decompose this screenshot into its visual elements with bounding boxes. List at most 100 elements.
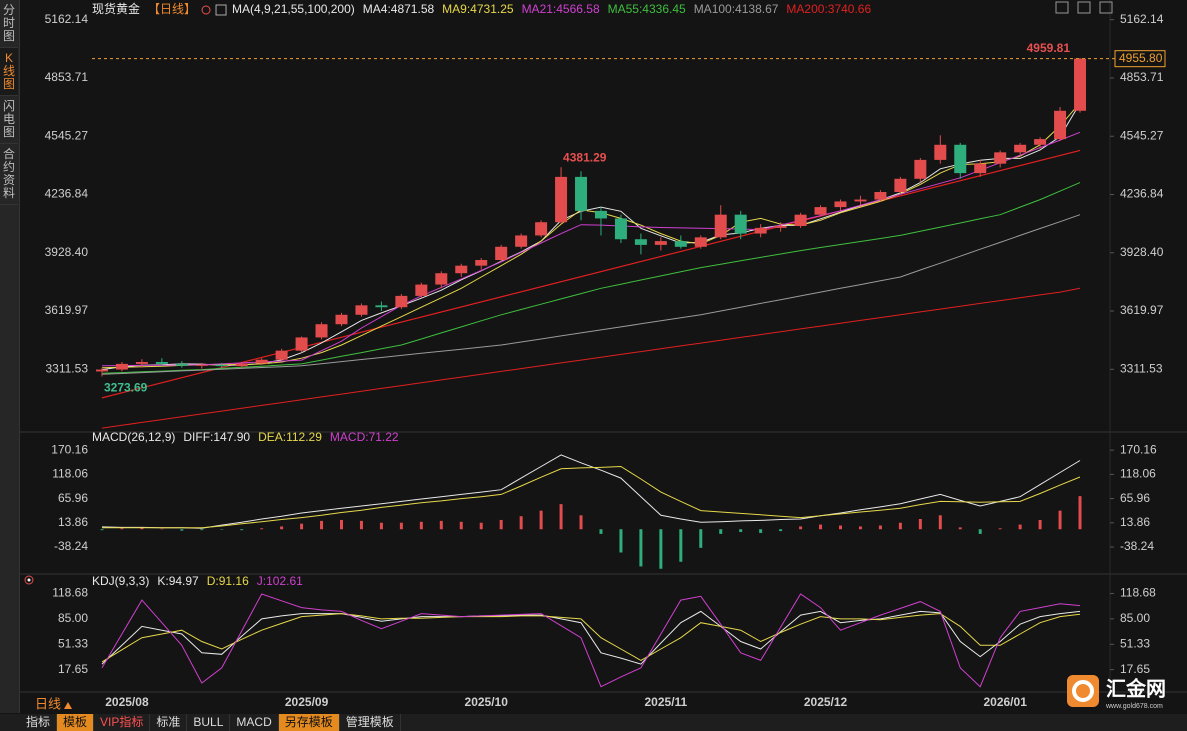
candle-body: [614, 218, 627, 240]
y-tick-label: 3619.97: [45, 303, 89, 317]
histogram-bar: [779, 529, 783, 532]
legend-entry: MA9:4731.25: [442, 2, 514, 16]
histogram-bar: [100, 529, 104, 531]
y-tick-label: 4236.84: [45, 187, 89, 201]
candle-body: [355, 305, 368, 315]
price-box: [1114, 50, 1166, 68]
y-tick-label: 3311.53: [1120, 361, 1163, 375]
y-tick-label: 4545.27: [1120, 128, 1164, 142]
indicator-line: [101, 613, 1081, 663]
candle-body: [1034, 139, 1047, 145]
legend-entry: DIFF:147.90: [183, 430, 250, 444]
histogram-bar: [799, 526, 803, 530]
url: www.gold678.com: [1105, 703, 1163, 710]
histogram-bar: [699, 529, 703, 548]
y-tick-label: 65.96: [1120, 491, 1150, 505]
candle-body: [754, 227, 767, 234]
sidebar-tab[interactable]: 闪电图: [0, 96, 18, 144]
candle-body: [654, 241, 667, 245]
period-arrow[interactable]: [64, 702, 72, 709]
candle-body: [555, 176, 568, 223]
legend-entry: DEA:112.29: [258, 430, 322, 444]
histogram-bar: [399, 522, 403, 530]
histogram-bar: [599, 529, 603, 534]
tab[interactable]: 模板: [57, 714, 95, 731]
y-tick-label: 5162.14: [1120, 12, 1164, 26]
histogram-bar: [200, 529, 204, 531]
histogram-bar: [739, 529, 743, 533]
histogram-bar: [300, 523, 304, 530]
histogram-bar: [639, 529, 643, 567]
indicator-line: [102, 465, 1081, 529]
indicator-line: [101, 593, 1081, 688]
histogram-bar: [340, 519, 343, 530]
histogram-bar: [539, 510, 543, 530]
candle-body: [594, 210, 607, 219]
candle-body: [435, 273, 448, 285]
candle-body: [934, 144, 947, 160]
annotation: 3273.69: [104, 381, 148, 395]
icon: [201, 5, 211, 15]
y-tick-label: 118.68: [52, 586, 88, 600]
candle-body: [1074, 58, 1087, 111]
icon[interactable]: [1077, 1, 1091, 14]
sidebar-tab[interactable]: 合约资料: [0, 144, 18, 205]
histogram-bar: [1058, 510, 1062, 530]
y-tick-label: 13.86: [1120, 515, 1150, 529]
histogram-bar: [1018, 524, 1022, 530]
histogram-bar: [180, 529, 184, 531]
indicator-line: [101, 454, 1081, 529]
candle-body: [854, 199, 867, 202]
histogram-bar: [1038, 519, 1042, 530]
candle-body: [954, 144, 967, 174]
histogram-bar: [439, 520, 443, 530]
histogram-bar: [659, 529, 663, 569]
period-label[interactable]: 日线: [35, 696, 61, 711]
histogram-bar: [958, 527, 962, 530]
legend-entry: MA200:3740.66: [786, 2, 871, 16]
tab[interactable]: 管理模板: [340, 714, 401, 731]
legend-entry: D:91.16: [207, 574, 249, 588]
tab[interactable]: MACD: [230, 714, 279, 731]
y-tick-label: -38.24: [1120, 539, 1154, 553]
histogram-bar: [918, 519, 922, 530]
histogram-bar: [679, 529, 683, 562]
sidebar-tab[interactable]: 分时图: [0, 0, 18, 48]
tab[interactable]: 另存模板: [278, 714, 340, 731]
ma-line: [101, 131, 1081, 367]
ma-line: [101, 102, 1081, 371]
ma-line: [101, 102, 1081, 369]
icon[interactable]: [1055, 1, 1069, 14]
tab[interactable]: VIP指标: [94, 714, 151, 731]
indicator-line: [101, 610, 1081, 665]
y-tick-label: 4853.71: [45, 70, 89, 84]
sidebar-tab[interactable]: K线图: [0, 48, 18, 96]
tab[interactable]: 指标: [20, 714, 58, 731]
histogram-bar: [499, 519, 503, 530]
candle-body: [95, 369, 108, 372]
chart-title: 现货黄金: [92, 1, 140, 16]
y-tick-label: -38.24: [54, 539, 88, 553]
histogram-bar: [619, 529, 623, 553]
x-tick-label: 2025/08: [105, 695, 149, 709]
candle-body: [794, 214, 807, 226]
logo: [1072, 680, 1094, 702]
ma-line: [101, 287, 1081, 429]
histogram-bar: [719, 529, 723, 534]
candle-body: [894, 178, 907, 192]
tab[interactable]: BULL: [187, 714, 231, 731]
y-tick-label: 118.06: [52, 467, 88, 481]
histogram-bar: [459, 521, 463, 530]
candle-body: [135, 362, 148, 364]
candle-body: [255, 359, 268, 364]
histogram-bar: [839, 525, 842, 530]
icon[interactable]: [1099, 1, 1113, 14]
price-label: 4955.80: [1119, 51, 1163, 65]
tab[interactable]: 标准: [150, 714, 188, 731]
y-tick-label: 3619.97: [1120, 303, 1164, 317]
candle-body: [115, 363, 128, 370]
candle-body: [495, 246, 508, 260]
histogram-bar: [140, 527, 144, 530]
y-tick-label: 5162.14: [45, 12, 89, 26]
histogram-bar: [858, 526, 862, 530]
